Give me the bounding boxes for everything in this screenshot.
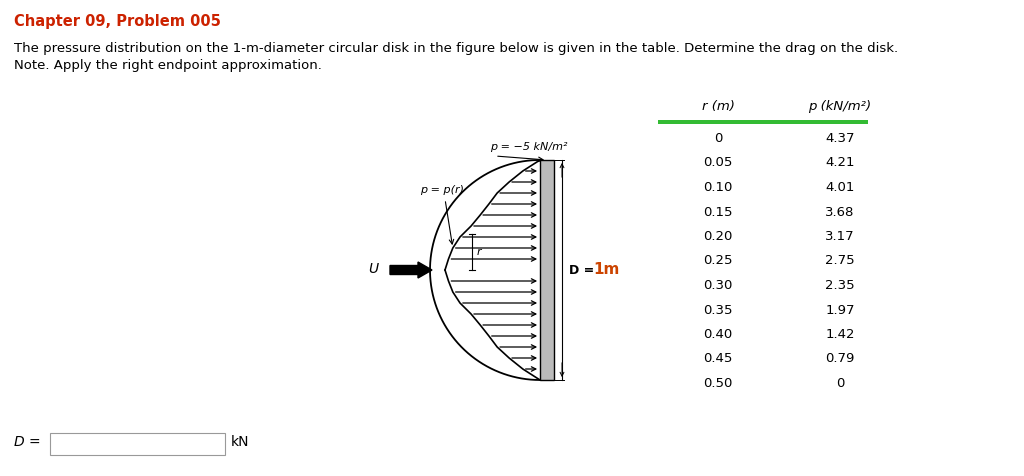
Text: 2.75: 2.75 — [825, 255, 855, 268]
Bar — [658, 120, 868, 124]
Text: Chapter 09, Problem 005: Chapter 09, Problem 005 — [14, 14, 221, 29]
Text: 1m: 1m — [593, 262, 620, 278]
Text: 0.10: 0.10 — [703, 181, 733, 194]
Text: 0: 0 — [836, 377, 844, 390]
Text: 2.35: 2.35 — [825, 279, 855, 292]
Text: D =: D = — [14, 435, 41, 449]
Text: 0.35: 0.35 — [703, 304, 733, 317]
Text: 0.05: 0.05 — [703, 157, 733, 169]
Text: 0.79: 0.79 — [825, 353, 855, 366]
Text: U: U — [368, 262, 378, 276]
Text: Note. Apply the right endpoint approximation.: Note. Apply the right endpoint approxima… — [14, 59, 322, 72]
Text: 4.21: 4.21 — [825, 157, 855, 169]
Text: 0.40: 0.40 — [703, 328, 732, 341]
Text: 0: 0 — [714, 132, 722, 145]
Text: 3.17: 3.17 — [825, 230, 855, 243]
Text: 0.15: 0.15 — [703, 206, 733, 218]
Text: p = p(r): p = p(r) — [420, 185, 464, 195]
Text: kN: kN — [231, 435, 250, 449]
Text: D =: D = — [569, 264, 599, 277]
Text: 0.50: 0.50 — [703, 377, 733, 390]
Text: r (m): r (m) — [701, 100, 734, 113]
Text: 4.01: 4.01 — [825, 181, 855, 194]
Text: 0.25: 0.25 — [703, 255, 733, 268]
Bar — [50, 433, 225, 455]
Bar — [540, 160, 554, 380]
Text: 0.20: 0.20 — [703, 230, 733, 243]
Text: p = −5 kN/m²: p = −5 kN/m² — [490, 142, 567, 152]
Text: The pressure distribution on the 1-m-diameter circular disk in the figure below : The pressure distribution on the 1-m-dia… — [14, 42, 898, 55]
Text: 3.68: 3.68 — [825, 206, 855, 218]
Text: r: r — [477, 247, 481, 257]
Text: p (kN/m²): p (kN/m²) — [808, 100, 871, 113]
Text: 1.97: 1.97 — [825, 304, 855, 317]
Text: 4.37: 4.37 — [825, 132, 855, 145]
Text: 1.42: 1.42 — [825, 328, 855, 341]
FancyArrow shape — [390, 262, 432, 278]
Text: 0.30: 0.30 — [703, 279, 733, 292]
Text: 0.45: 0.45 — [703, 353, 733, 366]
